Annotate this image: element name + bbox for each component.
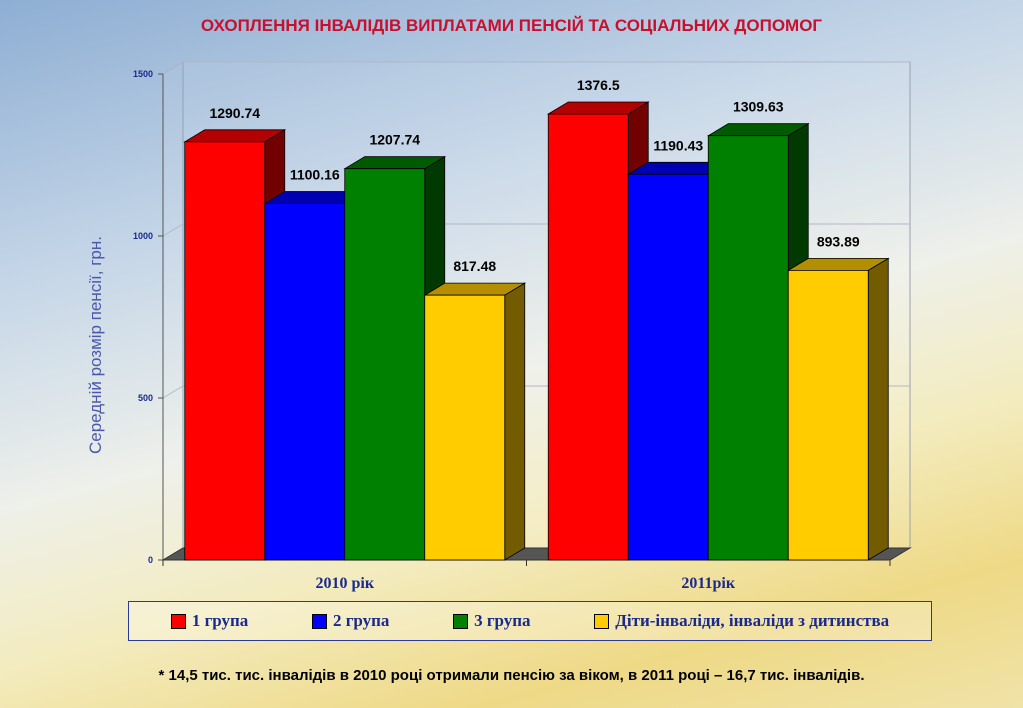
plot-side-wall <box>162 61 184 561</box>
legend-swatch-3 <box>453 613 469 629</box>
bar-side <box>504 282 526 561</box>
data-label: 817.48 <box>453 258 496 274</box>
chart-title: ОХОПЛЕННЯ ІНВАЛІДІВ ВИПЛАТАМИ ПЕНСІЙ ТА … <box>200 16 823 35</box>
legend-swatch-1 <box>170 613 186 629</box>
gridline-side <box>162 385 184 399</box>
y-tick-label: 0 <box>148 555 153 565</box>
data-label: 1309.63 <box>733 99 784 115</box>
bar <box>264 203 346 561</box>
y-tick-label: 500 <box>138 393 153 403</box>
legend-swatch-4 <box>594 613 610 629</box>
x-tick-label: 2011рік <box>681 575 735 592</box>
bar <box>787 269 869 561</box>
legend-item-4: Діти-інваліди, інваліди з дитинства <box>594 611 889 631</box>
bar-side <box>867 257 889 561</box>
data-label: 1190.43 <box>653 137 703 153</box>
legend-label-3: 3 група <box>474 611 531 630</box>
y-tick-label: 1000 <box>133 231 153 241</box>
legend-item-3: 3 група <box>453 611 531 631</box>
bar <box>547 113 629 561</box>
legend-label-1: 1 група <box>191 611 249 630</box>
bar <box>344 168 426 561</box>
legend-item-1: 1 група <box>170 611 249 631</box>
bar <box>424 294 506 561</box>
chart-plot: 0 500 1000 1500 2010 рік 2011рік 1290.74 1100.1… <box>133 61 912 592</box>
legend-item-2: 2 група <box>311 611 390 631</box>
y-tick-label: 1500 <box>133 69 153 79</box>
data-label: 1376.5 <box>577 77 620 93</box>
legend-label-2: 2 група <box>332 611 390 630</box>
data-label: 1207.74 <box>369 132 420 148</box>
legend-label-4: Діти-інваліди, інваліди з дитинства <box>615 611 890 630</box>
legend-swatch-2 <box>311 613 327 629</box>
bar <box>627 173 709 561</box>
chart-legend: 1 група 2 група 3 група Діти-інваліди, і… <box>128 601 932 641</box>
gridline-side <box>162 61 184 75</box>
bar <box>184 141 266 561</box>
bar <box>707 135 789 561</box>
gridline-side <box>162 223 184 237</box>
data-label: 893.89 <box>817 233 860 249</box>
data-label: 1290.74 <box>209 105 260 121</box>
x-tick-label: 2010 рік <box>315 575 374 592</box>
footnote: * 14,5 тис. тис. інвалідів в 2010 році о… <box>158 667 865 684</box>
data-label: 1100.16 <box>290 167 340 183</box>
